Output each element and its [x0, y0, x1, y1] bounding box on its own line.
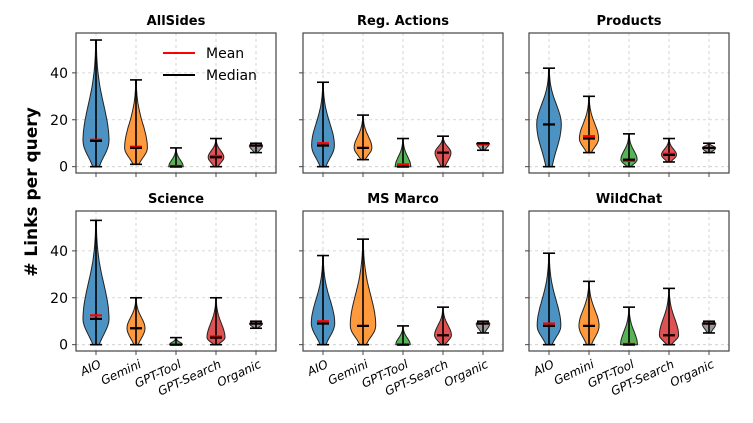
panel-allsides: AllSides 0 20 40 Mean Median [50, 14, 277, 177]
panel-title: Science [148, 192, 204, 207]
violin-gpt-search [207, 137, 225, 168]
x-tick-label: Organic [215, 357, 264, 390]
panel-ms-marco: MS MarcoAIOGeminiGPT-ToolGPT-SearchOrgan… [299, 192, 504, 398]
violin-aio [536, 67, 562, 168]
panel-wildchat: WildChatAIOGeminiGPT-ToolGPT-SearchOrgan… [525, 192, 730, 398]
y-tick-label: 40 [50, 66, 68, 82]
violin-aio [536, 252, 562, 346]
violin-organic [701, 320, 717, 334]
y-tick-label: 20 [50, 113, 68, 129]
violin-gpt-search [206, 296, 226, 346]
violin-gpt-tool [620, 133, 638, 168]
panel-title: Products [596, 14, 661, 29]
panel-science: Science02040AIOGeminiGPT-ToolGPT-SearchO… [50, 192, 277, 398]
panel-reg-actions: Reg. Actions [299, 14, 504, 177]
violin-gpt-search [661, 137, 677, 163]
violin-gpt-search [434, 306, 452, 346]
violin-gpt-tool [395, 325, 411, 346]
violin-gpt-search [434, 135, 452, 168]
violin-organic [248, 142, 264, 154]
violin-gemini [126, 296, 146, 346]
violin-gemini [578, 95, 600, 154]
violin-gpt-search [658, 287, 680, 346]
panel-products: Products [525, 14, 730, 177]
violin-gemini [124, 79, 148, 166]
panel-title: AllSides [147, 14, 206, 29]
violin-organic [476, 142, 490, 152]
violin-gemini [349, 238, 377, 346]
violin-gpt-tool [620, 306, 638, 346]
legend-label-median: Median [206, 68, 257, 84]
violin-aio [82, 39, 110, 168]
panel-title: WildChat [596, 192, 662, 207]
violin-organic [475, 320, 491, 334]
violin-gpt-tool [394, 137, 412, 168]
violin-organic [701, 142, 717, 154]
violin-gpt-tool [168, 147, 184, 168]
y-axis-label: # Links per query [22, 107, 42, 277]
panel-title: Reg. Actions [357, 14, 449, 29]
violin-gemini [578, 280, 600, 346]
panel-title: MS Marco [367, 192, 439, 207]
y-tick-label: 0 [59, 160, 68, 176]
x-tick-label: Organic [442, 357, 491, 390]
legend: Mean Median [163, 46, 257, 84]
y-tick-label: 40 [50, 244, 68, 260]
violin-gemini [353, 114, 373, 161]
y-tick-label: 0 [59, 338, 68, 354]
legend-label-mean: Mean [206, 46, 244, 62]
x-tick-label: Organic [668, 357, 717, 390]
y-tick-label: 20 [50, 291, 68, 307]
violin-aio [311, 81, 335, 168]
violin-gpt-tool [169, 336, 183, 346]
violin-aio [310, 254, 336, 346]
violin-organic [249, 320, 263, 330]
violin-aio [82, 219, 110, 346]
